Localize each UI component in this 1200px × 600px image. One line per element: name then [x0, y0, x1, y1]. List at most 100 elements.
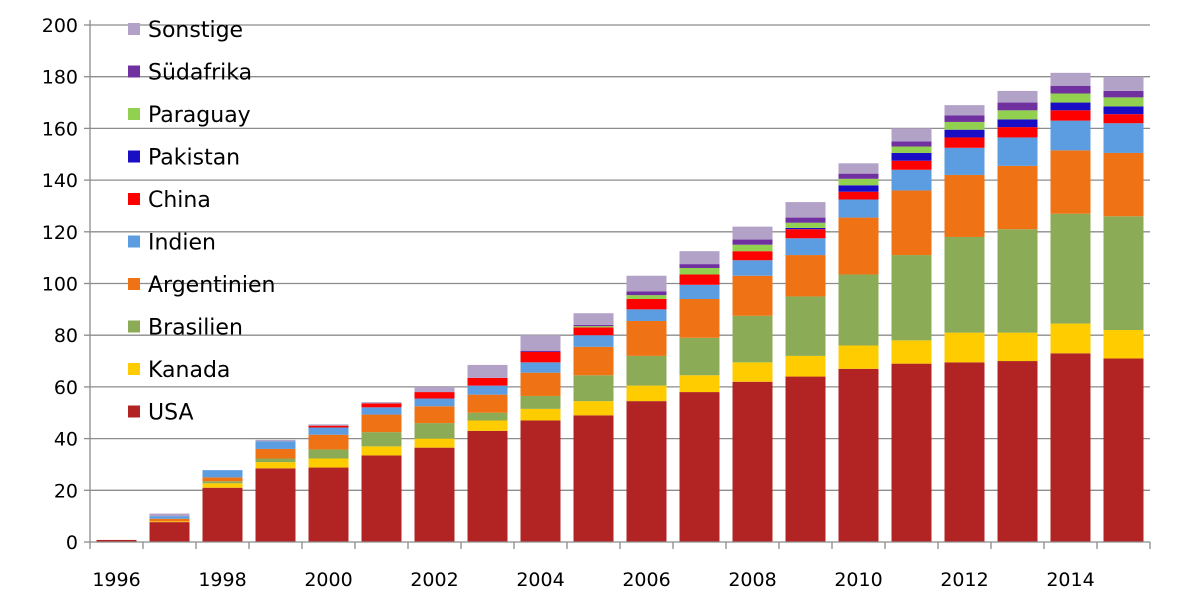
legend-swatch: [128, 405, 140, 418]
legend-item-südafrika: Südafrika: [128, 61, 252, 86]
bar-segment-südafrika-2013: [997, 102, 1038, 111]
bar-segment-indien-2007: [679, 284, 720, 300]
x-axis-ticks: 1996 1998 2000 2002 2004 2006 2008 2010 2012 2014: [92, 569, 1094, 591]
bar-segment-usa-2009: [785, 376, 826, 542]
bar-segment-argentinien-2009: [785, 255, 826, 297]
x-tick-label: 2010: [834, 569, 882, 591]
legend-label: China: [148, 188, 211, 213]
bar-segment-argentinien-1997: [149, 518, 190, 522]
bar-segment-brasilien-2013: [997, 229, 1038, 333]
bar-segment-usa-2011: [891, 363, 932, 542]
bar-segment-brasilien-2006: [626, 355, 667, 386]
bar-segment-china-2006: [626, 299, 667, 310]
bar-segment-südafrika-2014: [1050, 85, 1091, 94]
bar-segment-argentinien-2011: [891, 190, 932, 256]
legend-item-sonstige: Sonstige: [128, 18, 243, 43]
bar-segment-indien-2012: [944, 147, 985, 175]
bar-segment-usa-1997: [149, 522, 190, 542]
x-tick-label: 2002: [410, 569, 458, 591]
bar-segment-paraguay-2005: [573, 326, 614, 328]
bar-segment-südafrika-2008: [732, 239, 773, 245]
bar-segment-china-2009: [785, 229, 826, 239]
legend-label: Argentinien: [148, 273, 275, 298]
bar-segment-sonstige-2012: [944, 105, 985, 116]
bar-segment-kanada-2003: [467, 420, 508, 431]
legend-label: USA: [148, 401, 194, 426]
bar-segment-usa-2006: [626, 401, 667, 542]
bar-segment-kanada-2013: [997, 332, 1038, 362]
bar-segment-china-2008: [732, 251, 773, 261]
legend-item-argentinien: Argentinien: [128, 273, 275, 298]
bar-segment-indien-2011: [891, 169, 932, 191]
gridlines: [90, 24, 1150, 491]
x-tick-label: 2004: [516, 569, 564, 591]
bar-segment-sonstige-2002: [414, 386, 455, 393]
bar-segment-usa-1998: [202, 487, 243, 542]
bar-segment-argentinien-2004: [520, 372, 561, 396]
bar-segment-indien-2009: [785, 238, 826, 256]
bar-segment-indien-2008: [732, 260, 773, 276]
bar-segment-argentinien-2001: [361, 414, 402, 433]
y-tick-label: 120: [42, 222, 78, 244]
bar-segment-brasilien-2010: [838, 274, 879, 346]
legend-swatch: [128, 235, 140, 248]
legend-swatch: [128, 278, 140, 290]
x-tick-label: 2014: [1046, 569, 1094, 591]
bar-segment-pakistan-2011: [891, 152, 932, 161]
bar-segment-china-2013: [997, 127, 1038, 138]
x-tick-label: 2006: [622, 569, 670, 591]
bar-segment-argentinien-2005: [573, 346, 614, 376]
bar-segment-usa-2004: [520, 420, 561, 542]
bar-segment-pakistan-2010: [838, 185, 879, 192]
bar-segment-südafrika-2015: [1103, 90, 1144, 98]
bar-segment-südafrika-2007: [679, 264, 720, 268]
bar-segment-sonstige-2001: [361, 402, 402, 404]
bar-segment-südafrika-2011: [891, 141, 932, 147]
bar-segment-indien-1999: [255, 441, 296, 449]
legend-item-usa: USA: [128, 401, 194, 426]
bar-segment-pakistan-2012: [944, 129, 985, 138]
bar-segment-argentinien-2013: [997, 165, 1038, 230]
bar-segment-usa-1996: [96, 539, 137, 542]
bar-segment-argentinien-2014: [1050, 150, 1091, 214]
bar-segment-indien-2003: [467, 385, 508, 395]
bar-segment-kanada-2000: [308, 458, 349, 468]
bar-segment-argentinien-2000: [308, 434, 349, 450]
bar-segment-china-2011: [891, 160, 932, 170]
bar-segment-usa-2008: [732, 381, 773, 542]
legend-swatch: [128, 108, 140, 120]
y-tick-label: 140: [42, 170, 78, 192]
x-tick-label: 1998: [198, 569, 246, 591]
bar-segment-kanada-2006: [626, 385, 667, 402]
bar-segment-pakistan-2014: [1050, 102, 1091, 111]
bar-segment-indien-2000: [308, 427, 349, 435]
bar-segment-usa-2003: [467, 430, 508, 542]
bar-segment-brasilien-2004: [520, 395, 561, 409]
bar-segment-kanada-2014: [1050, 323, 1091, 354]
bar-segment-kanada-2015: [1103, 330, 1144, 359]
bar-segment-usa-2001: [361, 455, 402, 542]
bar-segment-südafrika-2005: [573, 324, 614, 327]
bar-segment-sonstige-1999: [255, 439, 296, 442]
bar-segment-china-2010: [838, 191, 879, 200]
legend-swatch: [128, 363, 140, 375]
bar-segment-indien-2002: [414, 398, 455, 407]
y-tick-label: 0: [66, 532, 78, 554]
legend-swatch: [128, 193, 140, 205]
bar-segment-argentinien-2006: [626, 320, 667, 356]
y-tick-label: 80: [54, 325, 78, 347]
bar-segment-brasilien-2012: [944, 236, 985, 333]
legend-item-indien: Indien: [128, 231, 216, 256]
y-tick-label: 200: [42, 15, 78, 37]
bar-segment-sonstige-1997: [149, 513, 190, 517]
bar-segment-kanada-1998: [202, 483, 243, 488]
bar-segment-indien-2001: [361, 407, 402, 415]
bar-segment-argentinien-2003: [467, 394, 508, 413]
bar-segment-usa-2014: [1050, 353, 1091, 542]
legend: Sonstige Südafrika Paraguay Pakistan China In…: [128, 18, 275, 426]
legend-label: Brasilien: [148, 316, 243, 341]
bar-segment-china-2000: [308, 425, 349, 428]
bar-segment-china-2014: [1050, 110, 1091, 121]
legend-label: Indien: [148, 231, 216, 256]
